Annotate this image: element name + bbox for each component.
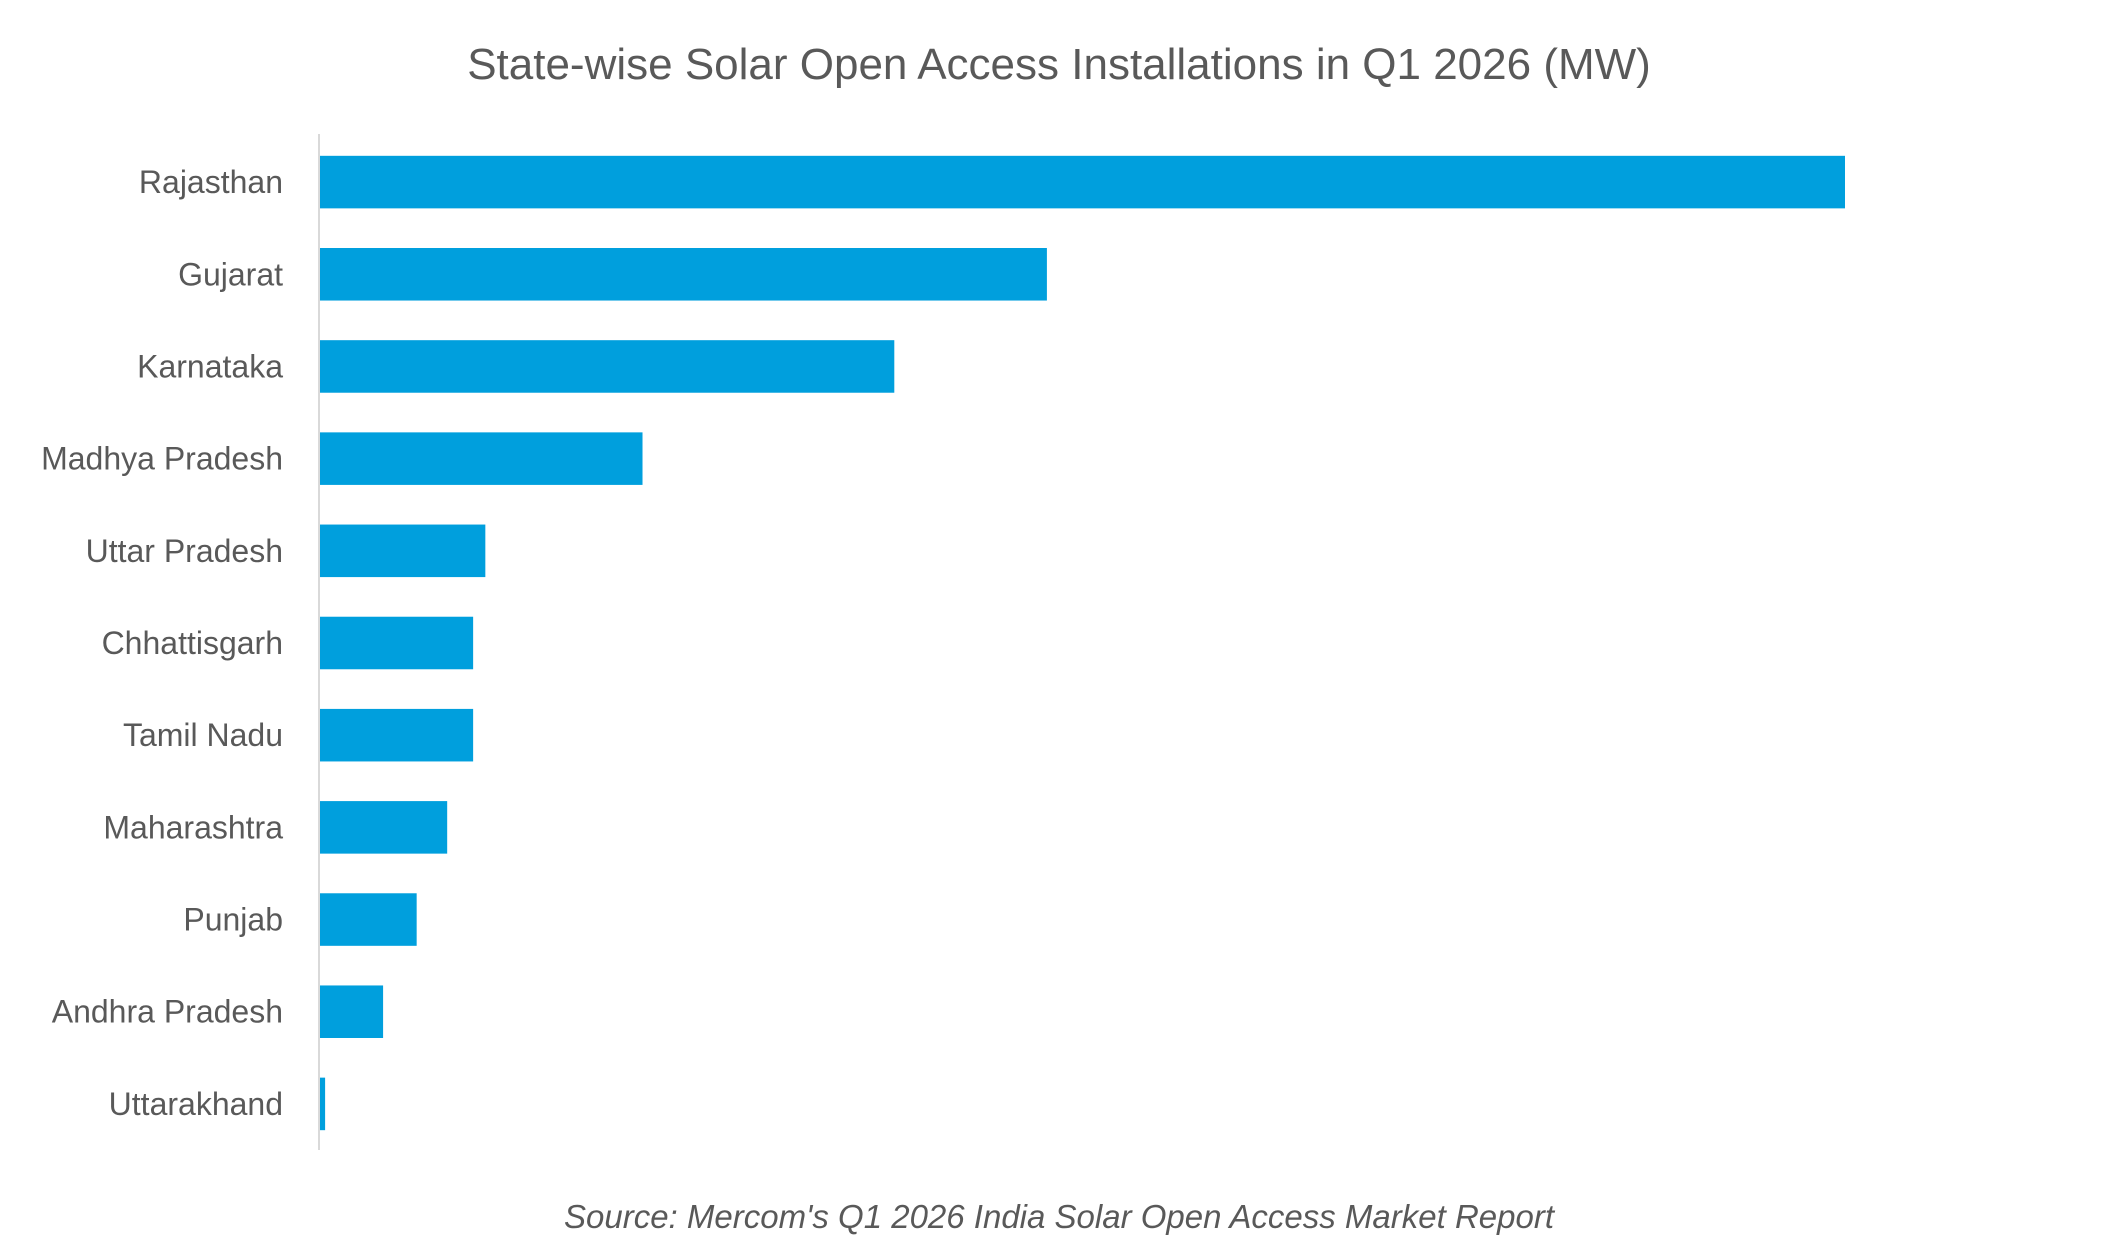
bar-maharashtra [319,801,448,854]
category-label-karnataka: Karnataka [137,348,283,384]
bar-punjab [319,893,417,946]
bar-uttar-pradesh [319,524,486,578]
bar-gujarat [319,248,1047,301]
category-label-maharashtra: Maharashtra [103,809,283,845]
bar-uttarakhand [319,1077,326,1131]
category-label-andhra-pradesh: Andhra Pradesh [52,994,283,1030]
category-label-punjab: Punjab [183,902,283,938]
bar-tamil-nadu [319,708,474,762]
category-label-tamil-nadu: Tamil Nadu [123,717,283,753]
bar-andhra-pradesh [319,985,384,1038]
category-labels-group: Rajasthan Gujarat Karnataka Madhya Pradesh U… [41,164,283,1122]
chart-title: State-wise Solar Open Access Installatio… [467,40,1651,89]
category-label-madhya-pradesh: Madhya Pradesh [41,441,283,477]
bar-karnataka [319,340,895,393]
bars-group [319,155,1845,1131]
bar-rajasthan [319,155,1845,209]
bar-madhya-pradesh [319,432,643,485]
bar-chhattisgarh [319,616,474,670]
category-label-uttarakhand: Uttarakhand [109,1086,283,1122]
category-label-rajasthan: Rajasthan [139,164,283,200]
chart-source-note: Source: Mercom's Q1 2026 India Solar Ope… [563,1198,1555,1235]
category-label-chhattisgarh: Chhattisgarh [102,625,283,661]
category-label-uttar-pradesh: Uttar Pradesh [86,533,283,569]
category-label-gujarat: Gujarat [178,256,283,292]
